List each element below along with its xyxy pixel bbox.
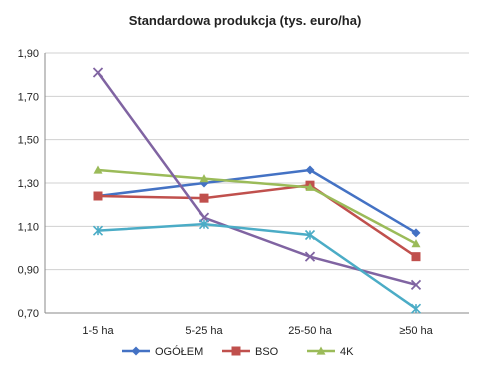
y-tick-label: 0,90 <box>18 265 39 277</box>
series-line <box>97 183 417 258</box>
series-line <box>97 168 417 234</box>
y-tick-label: 1,10 <box>18 221 39 233</box>
series-line <box>97 168 417 245</box>
x-axis-ticks: 1-5 ha 5-25 ha 25-50 ha ≥50 ha <box>82 325 433 337</box>
data-point <box>411 252 421 262</box>
series-4k <box>93 165 421 248</box>
data-point <box>411 239 421 248</box>
data-point <box>131 346 141 356</box>
data-point <box>93 165 103 174</box>
data-point <box>411 228 421 238</box>
data-point <box>305 182 315 191</box>
data-point <box>316 346 326 355</box>
legend: OGÓŁEM BSO 4K <box>122 345 354 358</box>
data-point <box>92 67 104 78</box>
series-line <box>97 222 417 310</box>
series-unnamed-3 <box>92 67 422 290</box>
data-point <box>92 225 104 236</box>
series-layer <box>92 67 422 314</box>
data-point <box>410 303 422 314</box>
legend-item: BSO <box>222 346 279 358</box>
data-point <box>199 193 209 203</box>
legend-item: 4K <box>307 346 354 358</box>
series-unnamed-4 <box>92 219 422 314</box>
legend-label: BSO <box>255 346 279 358</box>
x-tick-label: 5-25 ha <box>185 325 223 337</box>
x-tick-label: 25-50 ha <box>288 325 332 337</box>
chart-title: Standardowa produkcja (tys. euro/ha) <box>129 13 362 28</box>
legend-item: OGÓŁEM <box>122 345 203 358</box>
x-tick-label: ≥50 ha <box>399 325 433 337</box>
x-tick-label: 1-5 ha <box>82 325 114 337</box>
y-axis-ticks: 0,70 0,90 1,10 1,30 1,50 1,70 1,90 <box>18 48 39 320</box>
legend-label: 4K <box>340 346 354 358</box>
data-point <box>304 251 316 262</box>
y-tick-label: 1,70 <box>18 91 39 103</box>
y-tick-label: 1,30 <box>18 178 39 190</box>
series-line <box>96 71 417 287</box>
y-tick-label: 0,70 <box>18 308 39 320</box>
data-point <box>198 219 210 230</box>
data-point <box>199 174 209 183</box>
data-point <box>231 346 241 356</box>
data-point <box>305 165 315 175</box>
y-tick-label: 1,90 <box>18 48 39 60</box>
data-point <box>304 229 316 241</box>
data-point <box>410 279 422 290</box>
legend-label: OGÓŁEM <box>155 345 203 358</box>
data-point <box>93 191 103 201</box>
y-tick-label: 1,50 <box>18 135 39 147</box>
